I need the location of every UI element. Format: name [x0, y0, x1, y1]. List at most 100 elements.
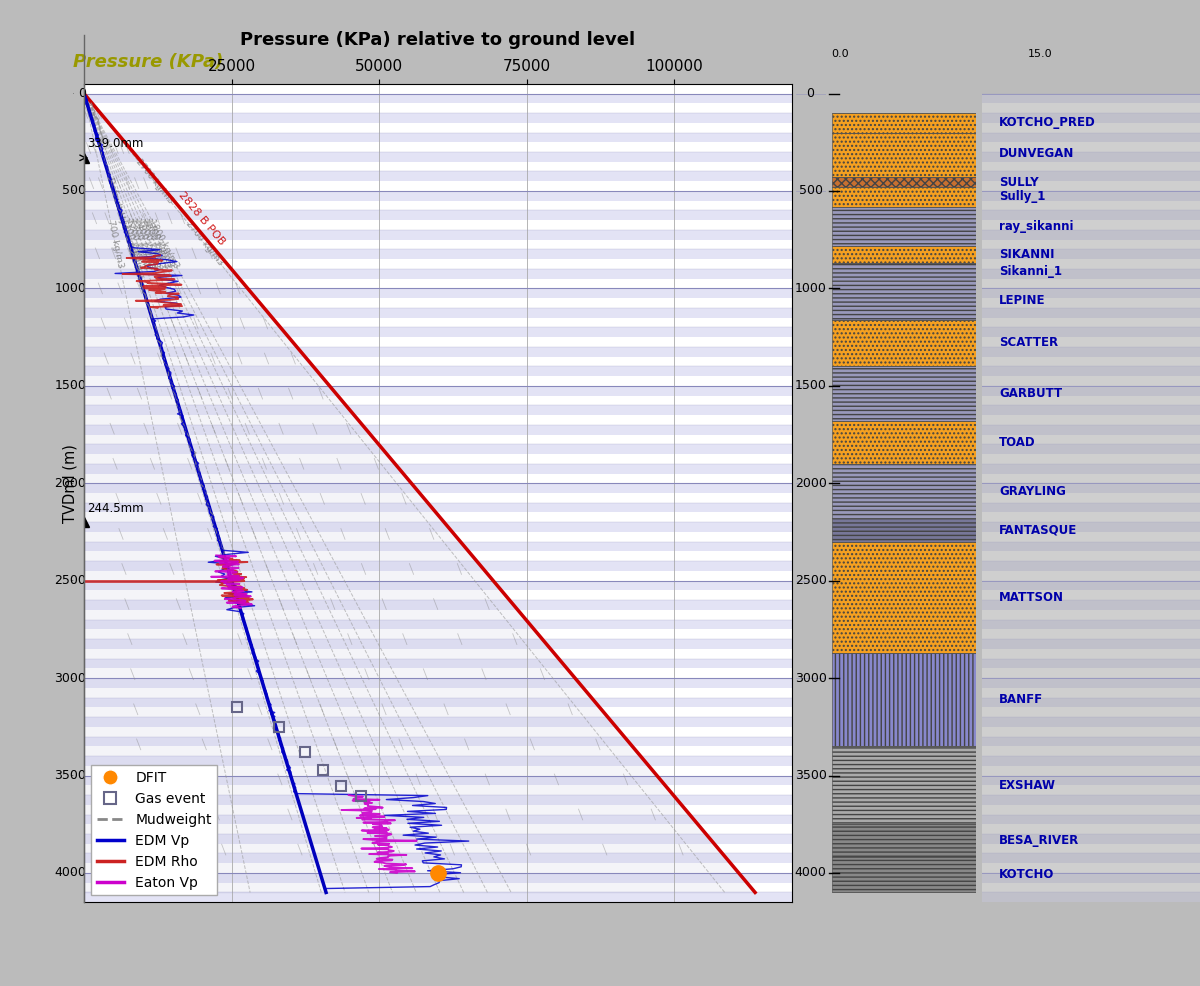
Bar	[832, 863, 976, 873]
Bar	[832, 824, 976, 834]
Bar	[982, 376, 1200, 386]
Text: 2828 B POB: 2828 B POB	[176, 189, 227, 246]
Bar	[982, 902, 1200, 912]
Bar	[982, 181, 1200, 191]
Bar	[832, 357, 976, 367]
Bar	[84, 785, 792, 795]
Bar	[832, 317, 976, 327]
Bar	[832, 746, 976, 756]
Bar	[84, 610, 792, 619]
Bar	[84, 357, 792, 367]
Text: SIKANNI: SIKANNI	[1000, 247, 1055, 261]
Bar	[982, 892, 1200, 902]
Bar	[832, 629, 976, 639]
Bar	[832, 834, 976, 844]
Bar	[832, 581, 976, 591]
Bar	[84, 873, 792, 882]
Bar	[982, 805, 1200, 814]
Bar	[832, 367, 976, 421]
Text: Sikanni_1: Sikanni_1	[1000, 265, 1062, 278]
Bar	[832, 201, 976, 210]
Bar	[982, 142, 1200, 152]
Bar	[832, 220, 976, 230]
Bar	[84, 123, 792, 132]
Bar	[832, 844, 976, 854]
Bar	[84, 395, 792, 405]
Bar	[84, 814, 792, 824]
Bar	[84, 142, 792, 152]
Bar	[982, 649, 1200, 659]
Bar	[832, 162, 976, 172]
Bar	[832, 737, 976, 746]
Bar	[982, 386, 1200, 395]
Bar	[982, 220, 1200, 230]
Text: 2000: 2000	[54, 477, 86, 490]
Bar	[982, 669, 1200, 678]
Bar	[982, 688, 1200, 698]
Bar	[84, 551, 792, 561]
Bar	[982, 503, 1200, 513]
Bar	[982, 201, 1200, 210]
Bar	[832, 678, 976, 688]
Bar	[84, 104, 792, 113]
Bar	[982, 367, 1200, 376]
Bar	[982, 551, 1200, 561]
Bar	[832, 814, 976, 824]
Bar	[982, 327, 1200, 337]
Bar	[982, 863, 1200, 873]
Bar	[832, 717, 976, 727]
Bar	[84, 376, 792, 386]
Bar	[982, 395, 1200, 405]
Bar	[832, 367, 976, 376]
Bar	[84, 882, 792, 892]
Bar	[832, 463, 976, 473]
Bar	[982, 737, 1200, 746]
Bar	[982, 259, 1200, 269]
Text: 1200 kg/m3: 1200 kg/m3	[124, 217, 151, 270]
Legend: DFIT, Gas event, Mudweight, EDM Vp, EDM Rho, Eaton Vp: DFIT, Gas event, Mudweight, EDM Vp, EDM …	[91, 765, 217, 895]
Text: GARBUTT: GARBUTT	[1000, 387, 1062, 400]
Bar	[832, 824, 976, 858]
Bar	[84, 669, 792, 678]
Text: 2700 kg/m3: 2700 kg/m3	[184, 220, 224, 267]
Bar	[84, 435, 792, 445]
Bar	[84, 854, 792, 863]
Bar	[832, 610, 976, 619]
Text: 1100 kg/m3: 1100 kg/m3	[120, 216, 145, 271]
Bar	[84, 152, 792, 162]
Bar	[832, 104, 976, 113]
Bar	[982, 513, 1200, 523]
Bar	[982, 600, 1200, 610]
Text: SULLY: SULLY	[1000, 176, 1039, 188]
Text: BESA_RIVER: BESA_RIVER	[1000, 834, 1079, 847]
Bar	[832, 269, 976, 279]
Bar	[84, 308, 792, 317]
Bar	[832, 756, 976, 766]
Text: 2700 kg/m3: 2700 kg/m3	[134, 157, 175, 205]
Bar	[982, 162, 1200, 172]
Bar	[982, 882, 1200, 892]
Bar	[84, 513, 792, 523]
Text: 1000: 1000	[54, 282, 86, 295]
Bar	[84, 210, 792, 220]
Bar	[982, 415, 1200, 425]
Bar	[982, 727, 1200, 737]
Bar	[84, 902, 792, 912]
Bar	[832, 463, 976, 519]
Bar	[84, 279, 792, 289]
Text: TVDml (m): TVDml (m)	[62, 444, 77, 523]
Bar	[982, 249, 1200, 259]
Bar	[84, 94, 792, 104]
Text: KOTCHO_PRED: KOTCHO_PRED	[1000, 116, 1096, 129]
Text: LEPINE: LEPINE	[1000, 294, 1045, 307]
Bar	[832, 795, 976, 805]
Bar	[84, 337, 792, 347]
Bar	[84, 386, 792, 395]
Bar	[84, 269, 792, 279]
Bar	[832, 142, 976, 152]
Bar	[84, 240, 792, 249]
Bar	[982, 591, 1200, 600]
Text: 1000: 1000	[794, 282, 827, 295]
Bar	[832, 94, 976, 104]
Bar	[84, 405, 792, 415]
